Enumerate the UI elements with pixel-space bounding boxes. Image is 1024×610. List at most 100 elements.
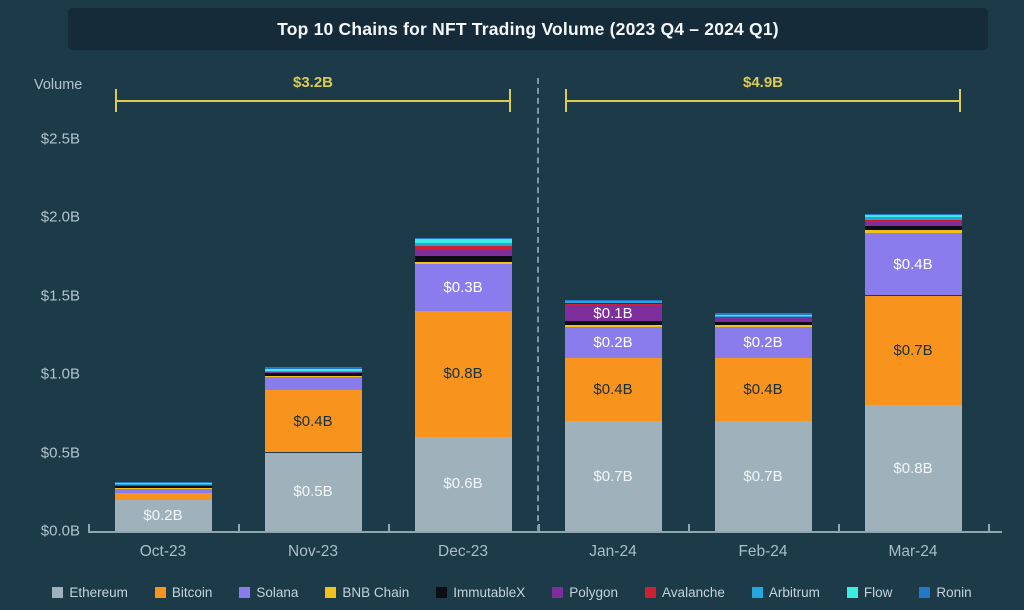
- legend-label: Arbitrum: [768, 584, 820, 600]
- bar-segment-ethereum: $0.2B: [114, 499, 212, 531]
- bar-segment-solana: $0.2B: [564, 326, 662, 359]
- bar-segment-ethereum: $0.5B: [264, 452, 362, 531]
- bar-segment-ronin: [714, 313, 812, 315]
- chart-title-bar: Top 10 Chains for NFT Trading Volume (20…: [68, 8, 988, 50]
- bar-segment-flow: [264, 369, 362, 371]
- legend-label: Ethereum: [69, 584, 128, 600]
- quarter-bracket-cap: [115, 89, 117, 112]
- bar-segment-avalanche: [564, 303, 662, 306]
- x-axis-tick: [838, 524, 840, 531]
- bar-segment-arbitrum: [414, 242, 512, 246]
- legend-swatch-icon: [552, 586, 564, 598]
- segment-value-label: $0.2B: [143, 506, 183, 524]
- bar-segment-polygon: [714, 318, 812, 323]
- bar-segment-solana: [264, 377, 362, 390]
- segment-value-label: $0.4B: [293, 412, 333, 430]
- legend-label: BNB Chain: [342, 584, 410, 600]
- x-axis-tick: [88, 524, 90, 531]
- segment-value-label: $0.5B: [293, 483, 333, 501]
- legend-swatch-icon: [751, 586, 763, 598]
- legend-swatch-icon: [919, 586, 931, 598]
- bar-segment-bitcoin: $0.4B: [564, 358, 662, 422]
- bar-segment-flow: [414, 239, 512, 243]
- bar-segment-bnb-chain: [864, 229, 962, 233]
- bar-segment-ronin: [264, 367, 362, 370]
- legend-label: Polygon: [569, 584, 619, 600]
- y-tick-label: $1.0B: [40, 365, 80, 383]
- bar-segment-bnb-chain: [114, 487, 212, 489]
- x-axis-line: [88, 531, 1002, 533]
- bar-segment-bitcoin: $0.4B: [714, 358, 812, 422]
- quarter-bracket-line: [565, 100, 961, 102]
- quarter-bracket-line: [115, 100, 511, 102]
- bar-segment-bitcoin: $0.8B: [414, 311, 512, 437]
- bar-segment-bitcoin: $0.4B: [264, 389, 362, 453]
- x-tick-label: Dec-23: [438, 543, 488, 560]
- bar-segment-solana: [114, 488, 212, 493]
- x-tick-label: Oct-23: [139, 543, 187, 560]
- bar-segment-solana: $0.3B: [414, 264, 512, 312]
- bar-segment-bnb-chain: [714, 325, 812, 327]
- quarter-bracket-cap: [565, 89, 567, 112]
- segment-value-label: $0.7B: [743, 467, 783, 485]
- legend-item-solana: Solana: [239, 585, 298, 600]
- legend-swatch-icon: [436, 586, 448, 598]
- bar-segment-bnb-chain: [564, 325, 662, 327]
- legend-item-immutablex: ImmutableX: [436, 585, 525, 600]
- bar-segment-solana: $0.4B: [864, 232, 962, 296]
- x-axis-tick: [238, 524, 240, 531]
- quarter-bracket-cap: [509, 89, 511, 112]
- bar-segment-immutablex: [564, 321, 662, 325]
- bar-segment-ethereum: $0.7B: [714, 421, 812, 531]
- legend-item-flow: Flow: [846, 584, 893, 600]
- legend-label: Bitcoin: [171, 584, 213, 600]
- segment-value-label: $0.6B: [443, 475, 483, 493]
- quarter-total-label: $3.2B: [292, 74, 334, 91]
- segment-value-label: $0.2B: [743, 334, 783, 352]
- legend-item-ronin: Ronin: [919, 584, 972, 600]
- x-axis-tick: [688, 524, 690, 531]
- bar-segment-immutablex: [414, 255, 512, 263]
- segment-value-label: $0.4B: [743, 381, 783, 399]
- y-axis-title: Volume: [34, 77, 83, 93]
- segment-value-label: $0.8B: [443, 365, 483, 383]
- bar-segment-bnb-chain: [264, 376, 362, 378]
- y-tick-label: $0.0B: [40, 522, 80, 540]
- segment-value-label: $0.8B: [893, 459, 933, 477]
- quarter-divider-line: [537, 78, 539, 531]
- bar-segment-immutablex: [864, 225, 962, 230]
- y-tick-label: $2.0B: [40, 208, 80, 226]
- bar-segment-flow: [714, 314, 812, 316]
- legend-label: Flow: [863, 584, 893, 600]
- legend-swatch-icon: [846, 586, 858, 598]
- quarter-bracket-cap: [959, 89, 961, 112]
- legend-item-bitcoin: Bitcoin: [154, 584, 213, 600]
- segment-value-label: $0.2B: [593, 334, 633, 352]
- legend-item-avalanche: Avalanche: [645, 585, 725, 600]
- segment-value-label: $0.3B: [443, 279, 483, 297]
- bar-segment-ethereum: $0.6B: [414, 436, 512, 531]
- x-axis-tick: [538, 524, 540, 531]
- bar-segment-ronin: [414, 237, 512, 240]
- bar-segment-solana: $0.2B: [714, 326, 812, 359]
- x-tick-label: Jan-24: [589, 543, 637, 560]
- bar-segment-immutablex: [264, 373, 362, 377]
- chart-title: Top 10 Chains for NFT Trading Volume (20…: [277, 18, 779, 39]
- bar-segment-arbitrum: [264, 370, 362, 372]
- x-axis-tick: [388, 524, 390, 531]
- bar-segment-avalanche: [414, 245, 512, 251]
- legend-label: Ronin: [936, 584, 972, 600]
- bar-segment-arbitrum: [864, 217, 962, 221]
- legend-item-polygon: Polygon: [552, 585, 618, 600]
- bar-segment-bnb-chain: [414, 262, 512, 265]
- bar-segment-avalanche: [714, 317, 812, 319]
- bar-segment-immutablex: [714, 322, 812, 326]
- x-tick-label: Mar-24: [888, 543, 938, 560]
- legend-item-arbitrum: Arbitrum: [751, 584, 820, 600]
- bar-segment-flow: [564, 300, 662, 302]
- legend-swatch-icon: [645, 586, 657, 598]
- x-axis-tick: [988, 524, 990, 531]
- bar-segment-ronin: [864, 213, 962, 216]
- y-tick-label: $0.5B: [40, 444, 80, 461]
- legend-swatch-icon: [239, 586, 251, 598]
